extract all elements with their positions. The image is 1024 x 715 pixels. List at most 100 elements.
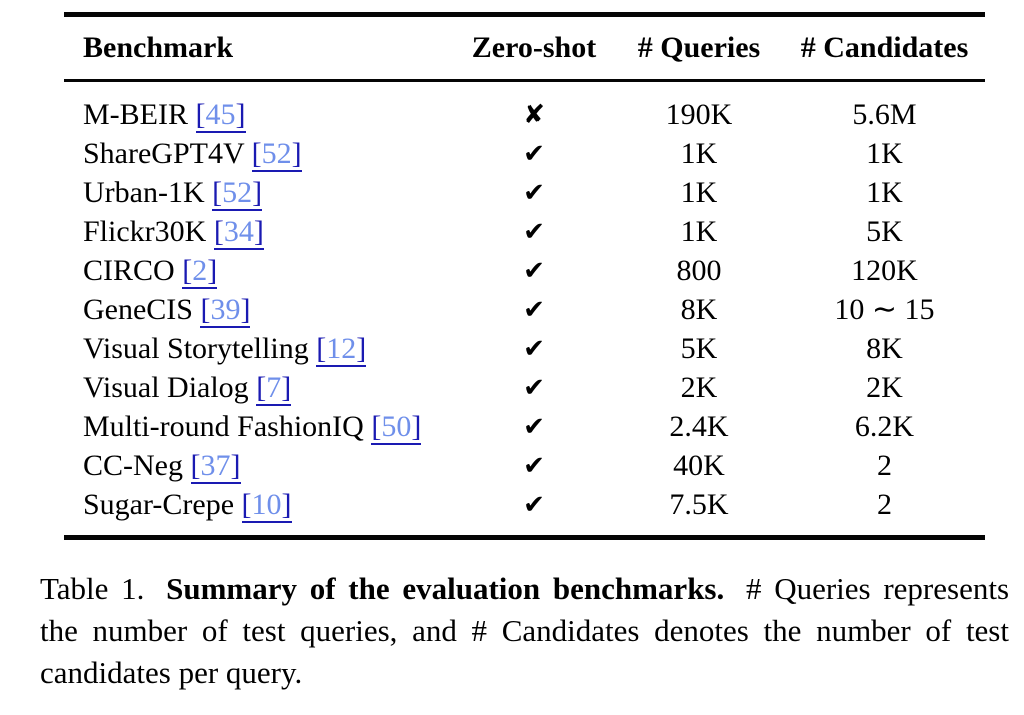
candidates-value: 5.6M [852, 97, 917, 131]
queries-value: 5K [680, 331, 718, 365]
citation-number: 52 [222, 175, 253, 209]
queries-value: 1K [680, 136, 718, 170]
table-row: Urban-1K [52] ✔ 1K 1K [64, 173, 985, 212]
zero-shot-mark: ✔ [523, 490, 545, 520]
citation-number: 39 [210, 292, 241, 326]
citation-bracket-open: [ [241, 487, 252, 521]
candidates-value: 1K [866, 136, 903, 170]
queries-value: 800 [676, 253, 722, 287]
zero-shot-mark: ✔ [523, 451, 545, 481]
citation-number: 12 [326, 331, 357, 365]
queries-value: 190K [665, 97, 733, 131]
column-header-queries: # Queries [614, 14, 784, 82]
candidates-value: 6.2K [854, 409, 915, 443]
column-header-zero-shot: Zero-shot [454, 14, 614, 82]
table-row: CC-Neg [37] ✔ 40K 2 [64, 446, 985, 485]
citation-bracket-close: ] [291, 136, 302, 170]
table-row: Visual Storytelling [12] ✔ 5K 8K [64, 329, 985, 368]
zero-shot-mark: ✔ [523, 178, 545, 208]
citation-number: 37 [200, 448, 231, 482]
table-row: GeneCIS [39] ✔ 8K 10 ∼ 15 [64, 290, 985, 329]
queries-value: 1K [680, 214, 718, 248]
queries-value: 7.5K [669, 487, 729, 521]
queries-value: 40K [673, 448, 725, 482]
citation-bracket-open: [ [200, 292, 211, 326]
citation-number: 7 [266, 370, 282, 404]
column-header-benchmark: Benchmark [64, 14, 454, 82]
queries-value: 8K [680, 292, 718, 326]
column-header-candidates: # Candidates [784, 14, 985, 82]
zero-shot-mark: ✔ [523, 412, 545, 442]
table-row: Visual Dialog [7] ✔ 2K 2K [64, 368, 985, 407]
candidates-value: 10 ∼ 15 [834, 292, 935, 326]
citation-link[interactable]: [34] [213, 214, 264, 250]
citation-bracket-open: [ [251, 136, 262, 170]
queries-value: 2.4K [669, 409, 729, 443]
zero-shot-mark: ✔ [523, 217, 545, 247]
citation-link[interactable]: [39] [200, 292, 251, 328]
citation-link[interactable]: [45] [195, 97, 246, 133]
candidates-value: 1K [866, 175, 903, 209]
citation-bracket-close: ] [253, 214, 264, 248]
benchmark-name: Sugar-Crepe [83, 487, 242, 521]
queries-value: 1K [680, 175, 718, 209]
table-row: Multi-round FashionIQ [50] ✔ 2.4K 6.2K [64, 407, 985, 446]
caption-bold-title: Summary of the evaluation benchmarks. [166, 571, 725, 606]
citation-number: 34 [223, 214, 254, 248]
benchmark-table-container: Benchmark Zero-shot # Queries # Candidat… [64, 12, 985, 540]
table-row: Flickr30K [34] ✔ 1K 5K [64, 212, 985, 251]
citation-bracket-close: ] [281, 370, 292, 404]
citation-bracket-close: ] [411, 409, 422, 443]
citation-link[interactable]: [10] [241, 487, 292, 523]
benchmark-name: GeneCIS [83, 292, 201, 326]
citation-bracket-open: [ [371, 409, 382, 443]
citation-link[interactable]: [50] [371, 409, 422, 445]
citation-bracket-open: [ [182, 253, 193, 287]
citation-link[interactable]: [7] [256, 370, 292, 406]
citation-bracket-open: [ [316, 331, 327, 365]
citation-link[interactable]: [52] [212, 175, 263, 211]
citation-link[interactable]: [37] [190, 448, 241, 484]
table-caption: Table 1. Summary of the evaluation bench… [40, 568, 1009, 694]
header-row: Benchmark Zero-shot # Queries # Candidat… [64, 14, 985, 82]
table-row: M-BEIR [45] ✘ 190K 5.6M [64, 81, 985, 135]
citation-number: 52 [261, 136, 292, 170]
zero-shot-mark: ✔ [523, 334, 545, 364]
zero-shot-mark: ✔ [523, 373, 545, 403]
citation-bracket-open: [ [195, 97, 206, 131]
benchmark-name: Flickr30K [83, 214, 214, 248]
citation-bracket-close: ] [230, 448, 241, 482]
candidates-value: 120K [851, 253, 918, 287]
citation-bracket-open: [ [212, 175, 223, 209]
table-row: CIRCO [2] ✔ 800 120K [64, 251, 985, 290]
citation-number: 50 [381, 409, 412, 443]
table-header: Benchmark Zero-shot # Queries # Candidat… [64, 14, 985, 82]
caption-body-text: # Queries represents the number of test … [40, 571, 1010, 690]
zero-shot-mark: ✔ [523, 139, 545, 169]
citation-link[interactable]: [52] [251, 136, 302, 172]
citation-bracket-close: ] [356, 331, 367, 365]
citation-bracket-close: ] [240, 292, 251, 326]
citation-bracket-close: ] [235, 97, 246, 131]
candidates-value: 2K [866, 370, 903, 404]
table-row: Sugar-Crepe [10] ✔ 7.5K 2 [64, 485, 985, 538]
zero-shot-mark: ✘ [523, 100, 545, 130]
citation-link[interactable]: [2] [182, 253, 218, 289]
citation-number: 2 [192, 253, 208, 287]
citation-number: 10 [251, 487, 282, 521]
caption-label: Table 1. [40, 571, 145, 606]
queries-value: 2K [680, 370, 718, 404]
table-row: ShareGPT4V [52] ✔ 1K 1K [64, 134, 985, 173]
candidates-value: 8K [866, 331, 903, 365]
candidates-value: 5K [866, 214, 903, 248]
benchmark-name: M-BEIR [83, 97, 196, 131]
citation-bracket-close: ] [281, 487, 292, 521]
citation-bracket-close: ] [207, 253, 218, 287]
citation-bracket-close: ] [252, 175, 263, 209]
benchmark-name: Multi-round FashionIQ [83, 409, 372, 443]
citation-link[interactable]: [12] [316, 331, 367, 367]
candidates-value: 2 [877, 487, 892, 521]
citation-bracket-open: [ [190, 448, 201, 482]
citation-bracket-open: [ [256, 370, 267, 404]
